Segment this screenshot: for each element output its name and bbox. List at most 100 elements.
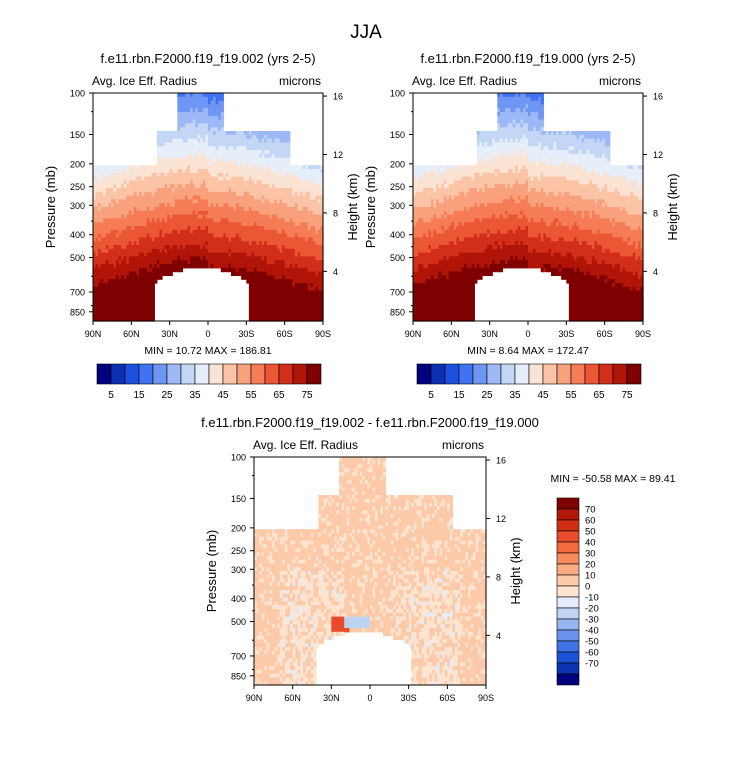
field-cell xyxy=(241,146,245,151)
field-cell xyxy=(167,150,171,155)
field-cell xyxy=(259,226,263,231)
field-cell xyxy=(315,252,319,257)
field-cell xyxy=(464,218,468,223)
field-cell xyxy=(205,180,209,185)
field-cell xyxy=(156,180,161,185)
field-cell xyxy=(287,142,291,147)
field-cell xyxy=(103,260,107,265)
field-cell xyxy=(110,260,115,265)
field-cell xyxy=(210,119,214,124)
field-cell xyxy=(202,188,207,193)
field-cell xyxy=(156,222,161,227)
field-cell xyxy=(174,214,178,219)
field-cell xyxy=(282,146,286,151)
field-cell xyxy=(197,180,201,185)
field-cell xyxy=(210,214,214,219)
field-cell xyxy=(446,290,450,295)
field-cell xyxy=(251,237,255,242)
field-cell xyxy=(300,275,304,280)
field-cell xyxy=(149,279,153,284)
field-cell xyxy=(205,195,209,200)
field-cell xyxy=(213,207,217,212)
field-cell xyxy=(451,283,455,288)
field-cell xyxy=(108,248,112,254)
field-cell xyxy=(179,96,184,102)
field-cell xyxy=(256,309,260,314)
field-cell xyxy=(100,256,104,261)
field-cell xyxy=(228,214,232,219)
field-cell xyxy=(210,237,214,242)
field-cell xyxy=(279,142,283,147)
field-cell xyxy=(233,226,237,231)
field-cell xyxy=(197,252,201,257)
field-cell xyxy=(131,203,135,208)
field-cell xyxy=(425,222,429,227)
field-cell xyxy=(312,245,316,250)
field-cell xyxy=(116,248,120,254)
field-cell xyxy=(144,252,148,257)
field-cell xyxy=(284,241,288,246)
field-cell xyxy=(179,123,184,128)
field-cell xyxy=(451,210,455,216)
field-cell xyxy=(185,256,189,261)
field-cell xyxy=(156,229,161,235)
field-cell xyxy=(210,226,214,231)
field-cell xyxy=(190,104,194,109)
field-cell xyxy=(220,153,224,159)
field-cell xyxy=(438,218,442,223)
field-cell xyxy=(100,180,104,185)
field-cell xyxy=(428,309,432,314)
field-cell xyxy=(464,199,468,204)
field-cell xyxy=(317,279,322,284)
field-cell xyxy=(128,203,132,208)
field-cell xyxy=(289,210,293,216)
field-cell xyxy=(446,313,450,318)
field-cell xyxy=(231,138,235,143)
field-cell xyxy=(103,233,107,238)
field-cell xyxy=(208,195,212,200)
field-cell xyxy=(100,214,104,219)
field-cell xyxy=(182,96,186,102)
field-cell xyxy=(284,279,288,284)
field-cell xyxy=(116,195,120,200)
field-cell xyxy=(136,210,140,216)
field-cell xyxy=(256,207,260,212)
field-cell xyxy=(436,195,440,200)
field-cell xyxy=(300,252,304,257)
field-cell xyxy=(139,279,143,284)
field-cell xyxy=(248,245,253,250)
field-cell xyxy=(162,256,166,261)
field-cell xyxy=(139,260,143,265)
field-cell xyxy=(284,134,288,140)
field-cell xyxy=(167,134,171,140)
field-cell xyxy=(443,256,447,261)
field-cell xyxy=(95,252,99,257)
field-cell xyxy=(154,248,158,254)
field-cell xyxy=(302,302,306,307)
field-cell xyxy=(116,267,120,273)
field-cell xyxy=(420,309,424,314)
field-cell xyxy=(305,245,309,250)
field-cell xyxy=(98,176,102,181)
field-cell xyxy=(287,267,291,273)
field-cell xyxy=(169,210,173,216)
field-cell xyxy=(220,146,224,151)
field-cell xyxy=(317,207,322,212)
field-cell xyxy=(279,264,283,269)
field-cell xyxy=(105,207,109,212)
field-cell xyxy=(446,184,450,189)
field-cell xyxy=(269,210,273,216)
field-cell xyxy=(259,283,263,288)
field-cell xyxy=(144,172,148,178)
field-cell xyxy=(423,207,427,212)
field-cell xyxy=(190,131,194,136)
field-cell xyxy=(284,138,288,143)
field-cell xyxy=(266,165,270,170)
field-cell xyxy=(116,222,120,227)
field-cell xyxy=(195,226,199,231)
field-cell xyxy=(190,222,194,227)
field-cell xyxy=(438,305,442,311)
field-cell xyxy=(231,210,235,216)
field-cell xyxy=(113,184,117,189)
field-cell xyxy=(289,222,293,227)
